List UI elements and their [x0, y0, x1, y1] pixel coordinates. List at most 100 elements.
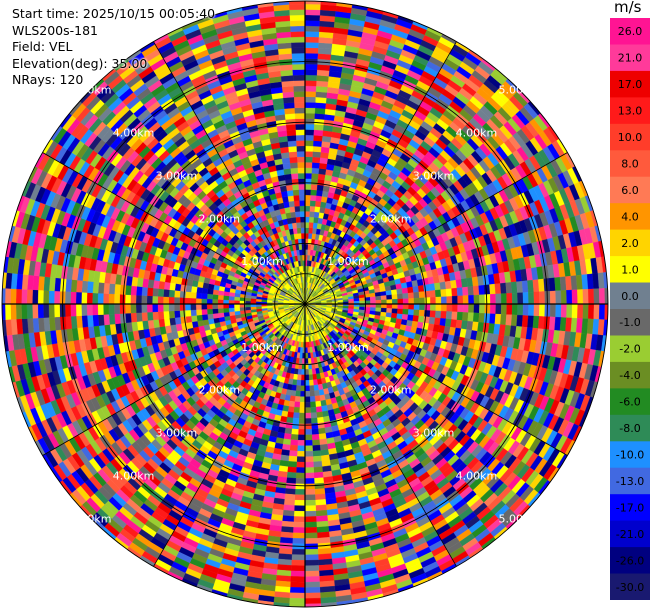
- gate-cell: [300, 385, 306, 392]
- gate-cell: [311, 167, 320, 174]
- gate-cell: [289, 587, 306, 594]
- gate-cell: [308, 379, 314, 386]
- gate-cell: [522, 303, 529, 316]
- gate-cell: [299, 390, 306, 397]
- gate-cell: [555, 290, 562, 305]
- gate-cell: [316, 189, 324, 197]
- gate-cell: [489, 283, 496, 295]
- gate-cell: [446, 303, 453, 312]
- gate-cell: [195, 309, 203, 316]
- gate-cell: [434, 317, 441, 326]
- gate-cell: [462, 303, 469, 313]
- gate-cell: [304, 47, 319, 54]
- gate-cell: [451, 295, 458, 305]
- gate-cell: [310, 412, 318, 419]
- gate-cell: [440, 289, 447, 298]
- gate-cell: [397, 308, 404, 315]
- gate-cell: [312, 450, 322, 457]
- gate-cell: [401, 287, 409, 294]
- gate-cell: [311, 428, 319, 435]
- gate-cell: [309, 390, 315, 397]
- gate-cell: [478, 312, 485, 323]
- gate-cell: [290, 439, 299, 446]
- gate-cell: [386, 308, 393, 314]
- gate-cell: [582, 289, 589, 305]
- gate-cell: [304, 134, 314, 141]
- gate-cell: [456, 287, 464, 297]
- gate-cell: [313, 461, 323, 468]
- gate-cell: [315, 200, 322, 208]
- gate-cell: [218, 312, 225, 318]
- gate-cell: [292, 527, 306, 534]
- gate-cell: [304, 456, 314, 463]
- gate-cell: [408, 298, 415, 305]
- gate-cell: [391, 298, 398, 305]
- gate-cell: [390, 284, 397, 291]
- gate-cell: [223, 307, 230, 313]
- gate-cell: [291, 559, 306, 566]
- gate-cell: [490, 293, 497, 305]
- gate-cell: [484, 294, 491, 305]
- gate-cell: [283, 504, 295, 512]
- gate-cell: [283, 499, 295, 506]
- gate-cell: [413, 309, 420, 317]
- gate-cell: [293, 516, 306, 523]
- gate-cell: [494, 313, 502, 325]
- gate-cell: [304, 63, 318, 70]
- gate-cell: [435, 296, 442, 305]
- gate-cell: [304, 390, 311, 397]
- gate-cell: [506, 303, 513, 315]
- gate-cell: [348, 298, 355, 302]
- gate-cell: [309, 401, 316, 408]
- gate-cell: [315, 400, 322, 408]
- gate-cell: [588, 288, 595, 305]
- gate-cell: [304, 156, 313, 163]
- gate-cell: [304, 25, 320, 32]
- gate-cell: [130, 312, 138, 323]
- gate-cell: [282, 438, 291, 446]
- gate-cell: [304, 31, 320, 38]
- gate-cell: [598, 303, 606, 320]
- gate-cell: [81, 315, 89, 328]
- gate-cell: [141, 312, 148, 322]
- gate-cell: [317, 427, 326, 435]
- gate-cell: [318, 433, 327, 440]
- gate-cell: [494, 283, 502, 295]
- gate-cell: [290, 565, 306, 572]
- gate-cell: [294, 499, 306, 506]
- gate-cell: [304, 499, 316, 506]
- gate-cell: [505, 314, 513, 326]
- gate-cell: [313, 129, 324, 137]
- gate-cell: [528, 303, 535, 317]
- gate-cell: [317, 173, 326, 181]
- gate-cell: [315, 515, 328, 523]
- gate-cell: [304, 510, 317, 517]
- gate-cell: [483, 284, 491, 295]
- gate-cell: [304, 20, 320, 27]
- gate-cell: [566, 303, 573, 319]
- gate-cell: [304, 478, 315, 485]
- gate-cell: [304, 401, 311, 408]
- gate-cell: [310, 194, 317, 202]
- gate-cell: [299, 401, 306, 408]
- gate-cell: [319, 162, 328, 170]
- gate-cell: [304, 3, 321, 11]
- gate-cell: [315, 91, 328, 99]
- gate-cell: [304, 112, 316, 119]
- gate-cell: [304, 592, 321, 599]
- gate-cell: [311, 173, 319, 180]
- gate-cell: [304, 521, 317, 528]
- gate-cell: [468, 295, 475, 305]
- gate-cell: [315, 96, 327, 104]
- gate-cell: [310, 417, 318, 424]
- gate-cell: [445, 288, 453, 297]
- gate-cell: [298, 412, 306, 419]
- gate-cell: [521, 280, 529, 293]
- gate-cell: [283, 433, 292, 440]
- gate-cell: [304, 172, 313, 179]
- gate-cell: [309, 216, 315, 223]
- gate-cell: [304, 52, 319, 60]
- gate-cell: [315, 195, 323, 202]
- gate-cell: [386, 294, 393, 300]
